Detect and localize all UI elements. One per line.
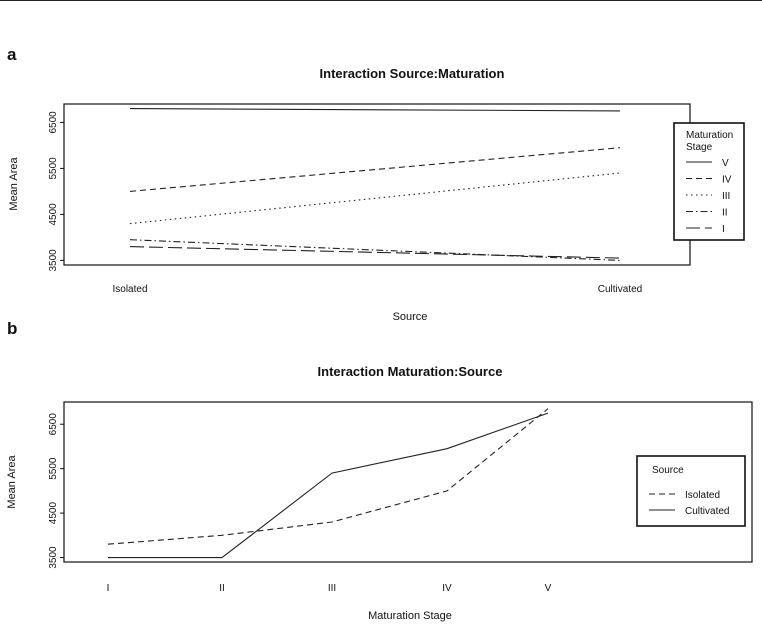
legend-label-i: I — [722, 224, 725, 235]
plot-frame — [63, 103, 691, 266]
series-line-ii — [129, 239, 621, 261]
x-tick-label: V — [545, 583, 552, 594]
legend-box — [636, 455, 746, 527]
x-tick-label: I — [107, 583, 110, 594]
legend-label-isolated: Isolated — [685, 490, 720, 501]
y-axis-label: Mean Area — [8, 157, 20, 211]
y-tick-label: 3500 — [48, 546, 59, 569]
legend-title: Maturation Stage — [686, 130, 733, 153]
y-tick-label: 6500 — [48, 413, 59, 436]
plot-frame — [63, 401, 753, 563]
legend-title: Source — [652, 465, 684, 476]
x-tick-label: III — [328, 583, 336, 594]
chart-title: Interaction Source:Maturation — [320, 66, 505, 81]
series-line-i — [129, 246, 621, 259]
legend-label-ii: II — [722, 208, 728, 219]
legend-label-v: V — [722, 158, 729, 169]
x-axis-label: Source — [393, 311, 428, 323]
y-tick-label: 5500 — [48, 457, 59, 480]
chart-title: Interaction Maturation:Source — [318, 364, 503, 379]
y-tick-label: 4500 — [48, 203, 59, 226]
legend-label-iv: IV — [722, 175, 732, 186]
legend-label-iii: III — [722, 191, 730, 202]
x-tick-label: IV — [442, 583, 452, 594]
series-line-cultivated — [108, 412, 549, 559]
series-line-iii — [129, 172, 621, 225]
top-rule — [0, 0, 762, 1]
y-axis-label: Mean Area — [6, 455, 18, 509]
y-tick-label: 4500 — [48, 502, 59, 525]
series-line-v — [129, 108, 621, 112]
y-tick-label: 3500 — [48, 249, 59, 272]
series-line-iv — [129, 147, 621, 192]
x-tick-label: II — [219, 583, 225, 594]
x-axis-label: Maturation Stage — [368, 610, 452, 622]
panel-label-a: a — [7, 45, 17, 64]
y-tick-label: 5500 — [48, 157, 59, 180]
x-tick-label: Isolated — [112, 284, 147, 295]
panel-label-b: b — [7, 319, 17, 338]
series-line-isolated — [107, 408, 549, 545]
y-tick-label: 6500 — [48, 111, 59, 134]
legend-label-cultivated: Cultivated — [685, 506, 729, 517]
legend-box — [673, 122, 745, 241]
x-tick-label: Cultivated — [598, 284, 642, 295]
